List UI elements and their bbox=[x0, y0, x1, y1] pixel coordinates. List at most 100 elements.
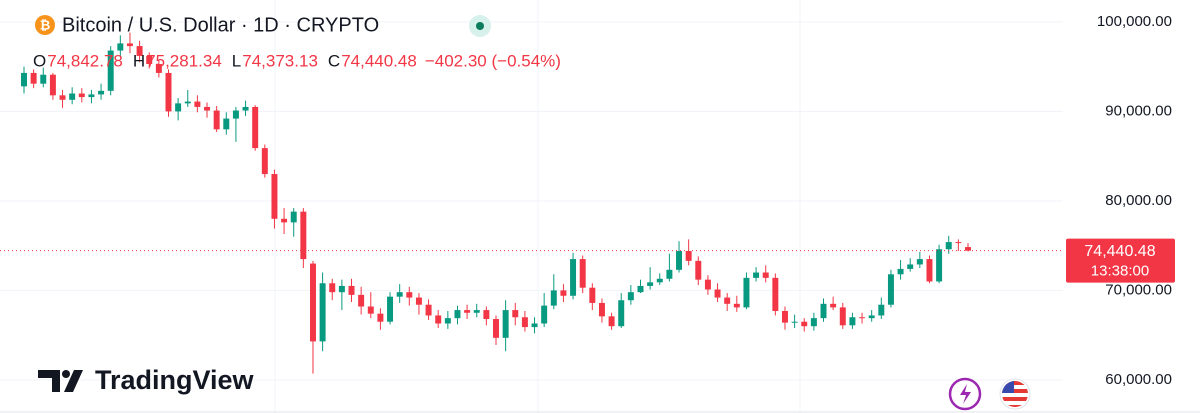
countdown: 13:38:00 bbox=[1091, 263, 1149, 280]
candle-body bbox=[859, 317, 866, 319]
candle-body bbox=[194, 101, 201, 107]
candle-body bbox=[810, 318, 817, 327]
candle-body bbox=[676, 251, 683, 270]
bitcoin-icon bbox=[35, 15, 55, 35]
candle-body bbox=[126, 43, 133, 47]
candle-body bbox=[753, 272, 760, 278]
candle-body bbox=[733, 303, 740, 308]
legend-key: O bbox=[33, 51, 46, 70]
legend-key: C bbox=[328, 51, 340, 70]
candle-body bbox=[724, 297, 731, 304]
candle-body bbox=[483, 310, 490, 320]
legend-value: 75,281.34 bbox=[146, 51, 222, 70]
candle-body bbox=[213, 110, 220, 130]
candle-body bbox=[184, 101, 191, 104]
y-tick-label: 100,000.00 bbox=[1097, 13, 1172, 30]
candle-body bbox=[839, 307, 846, 326]
ohlc-legend: O 74,842.78 H 75,281.34 L 74,373.13 C 74,440.48… bbox=[33, 51, 561, 70]
candle-body bbox=[319, 283, 326, 342]
y-tick-label: 70,000.00 bbox=[1105, 281, 1172, 298]
overlay: 60,000.00 70,000.00 80,000.00 90,000.00 100,… bbox=[0, 13, 1200, 413]
candle-body bbox=[907, 264, 914, 269]
candle-body bbox=[155, 63, 162, 73]
candle-body bbox=[791, 321, 798, 323]
candle-body bbox=[666, 269, 673, 279]
candle-body bbox=[473, 310, 480, 313]
candle-body bbox=[955, 242, 962, 244]
candle-body bbox=[261, 148, 268, 175]
candle-body bbox=[685, 251, 692, 261]
candle-body bbox=[560, 290, 567, 296]
candle-body bbox=[281, 218, 288, 223]
last-price-tag bbox=[1066, 238, 1175, 283]
candle-body bbox=[868, 315, 875, 319]
candle-body bbox=[300, 211, 307, 260]
legend-value: 74,440.48 bbox=[341, 51, 417, 70]
candle-body bbox=[223, 118, 230, 130]
replay-icon-bolt bbox=[960, 384, 971, 404]
candle-body bbox=[916, 259, 923, 265]
candle-body bbox=[271, 174, 278, 219]
candle-body bbox=[59, 95, 66, 100]
brand-name: TradingView bbox=[95, 365, 255, 395]
candle-body bbox=[550, 290, 557, 306]
candle-body bbox=[618, 300, 625, 327]
candle-body bbox=[704, 279, 711, 290]
candle-body bbox=[589, 287, 596, 303]
bitcoin-icon-glyph: ₿ bbox=[40, 17, 51, 32]
candle-body bbox=[801, 321, 808, 327]
candle-body bbox=[695, 260, 702, 280]
candle-body bbox=[165, 72, 172, 112]
candle-body bbox=[541, 305, 548, 324]
candle-body bbox=[454, 310, 461, 319]
candle-body bbox=[290, 211, 297, 223]
candle-body bbox=[936, 249, 943, 282]
brand-logo: TradingView bbox=[38, 365, 255, 395]
candle-body bbox=[40, 74, 47, 84]
candle-body bbox=[242, 106, 249, 111]
candle-body bbox=[608, 316, 615, 327]
candle-body bbox=[531, 323, 538, 328]
candle-body bbox=[387, 296, 394, 322]
candle-body bbox=[358, 294, 365, 307]
candle-body bbox=[781, 310, 788, 323]
candle-body bbox=[897, 268, 904, 275]
candle-body bbox=[21, 72, 27, 87]
candle-body bbox=[252, 106, 259, 149]
last-price-label: 74,440.48 bbox=[1084, 243, 1155, 260]
brand-mark-dot bbox=[62, 370, 70, 378]
candle-body bbox=[579, 259, 586, 288]
candle-body bbox=[502, 310, 509, 338]
candle-body bbox=[598, 302, 605, 317]
legend-value: 74,842.78 bbox=[47, 51, 123, 70]
candle-body bbox=[425, 304, 432, 316]
legend-change: −402.30 (−0.54%) bbox=[425, 51, 561, 70]
candle-body bbox=[762, 272, 769, 278]
candle-body bbox=[965, 247, 971, 251]
candle-body bbox=[117, 43, 124, 51]
candle-body bbox=[69, 93, 76, 100]
candle-body bbox=[415, 297, 422, 305]
candle-body bbox=[232, 110, 239, 119]
candle-body bbox=[78, 93, 85, 98]
y-tick-label: 80,000.00 bbox=[1105, 192, 1172, 209]
candle-body bbox=[98, 90, 105, 95]
y-tick-label: 90,000.00 bbox=[1105, 102, 1172, 119]
candles bbox=[21, 32, 971, 374]
candle-body bbox=[309, 263, 316, 342]
replay-icon[interactable] bbox=[948, 377, 982, 411]
candle-body bbox=[945, 242, 952, 250]
candle-body bbox=[377, 313, 384, 322]
candle-body bbox=[88, 94, 95, 98]
candle-body bbox=[878, 304, 885, 316]
candle-body bbox=[493, 319, 499, 338]
candle-body bbox=[136, 46, 143, 56]
candle-body bbox=[348, 285, 355, 295]
brand-mark bbox=[38, 370, 83, 392]
candle-body bbox=[49, 74, 56, 96]
candle-body bbox=[656, 278, 663, 283]
candle-body bbox=[830, 303, 837, 308]
candle-body bbox=[464, 310, 471, 313]
